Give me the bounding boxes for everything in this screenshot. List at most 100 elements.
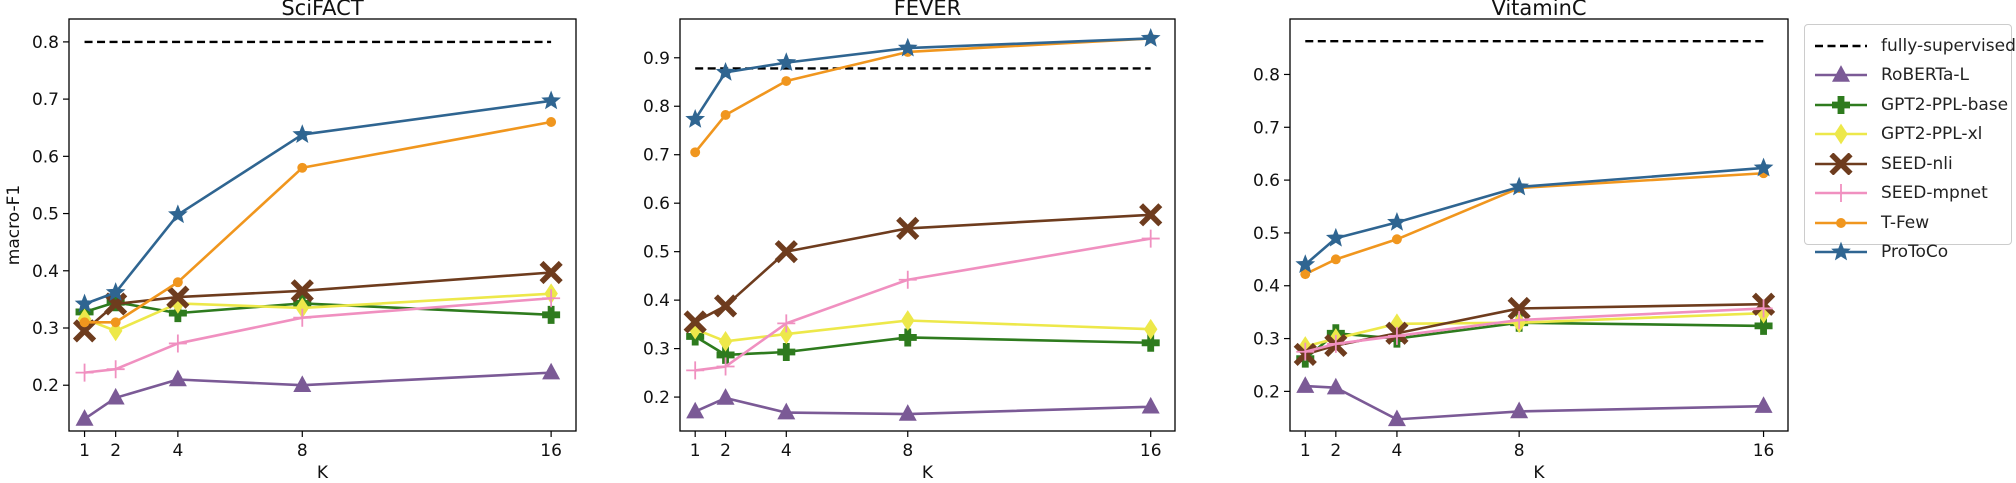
series-line — [1305, 386, 1763, 419]
data-point — [781, 76, 791, 86]
x-tick-label: 1 — [79, 441, 90, 461]
legend-marker — [1832, 65, 1850, 82]
x-tick-label: 4 — [172, 441, 183, 461]
legend-swatch — [1813, 35, 1869, 57]
data-point — [1144, 319, 1158, 340]
data-point — [1296, 376, 1314, 393]
data-point — [546, 117, 556, 127]
x-tick-label: 2 — [720, 441, 731, 461]
legend-entry: SEED-nli — [1813, 149, 2003, 179]
series-line — [695, 239, 1151, 371]
data-point — [173, 277, 183, 287]
y-tick-label: 0.8 — [32, 33, 59, 53]
x-axis-label: K — [1533, 463, 1545, 483]
data-point — [899, 271, 917, 289]
y-axis-label: macro-F1 — [4, 185, 24, 265]
y-tick-label: 0.2 — [643, 388, 670, 408]
data-point — [107, 360, 125, 378]
series-line — [85, 272, 552, 330]
data-point — [542, 363, 560, 380]
data-point — [169, 370, 187, 387]
legend-label: fully-supervised — [1881, 36, 2016, 56]
legend-label: RoBERTa-L — [1881, 65, 1969, 85]
y-tick-label: 0.6 — [1253, 171, 1280, 191]
data-point — [76, 364, 94, 382]
chart-panel: 1 2 4 8 16 0.2 0.3 0.4 0.5 0.6 0.7 0.8 VitaminC K — [1253, 0, 1788, 483]
x-tick-label: 16 — [540, 441, 562, 461]
data-point — [1510, 402, 1528, 419]
data-point — [719, 331, 733, 352]
y-tick-label: 0.3 — [643, 340, 670, 360]
x-tick-label: 2 — [1330, 441, 1341, 461]
axes-frame — [680, 19, 1175, 431]
data-point — [690, 147, 700, 157]
data-point — [721, 110, 731, 120]
data-point — [777, 314, 795, 332]
legend-swatch — [1813, 212, 1869, 234]
data-point — [76, 409, 94, 426]
y-tick-label: 0.6 — [32, 147, 59, 167]
y-tick-label: 0.5 — [1253, 224, 1280, 244]
data-point — [169, 334, 187, 352]
series-line — [1305, 173, 1763, 274]
y-tick-label: 0.3 — [1253, 330, 1280, 350]
data-point — [686, 361, 704, 379]
data-point — [541, 90, 561, 109]
y-tick-label: 0.4 — [643, 291, 670, 311]
series-line — [695, 215, 1151, 322]
data-point — [716, 62, 736, 81]
axes-frame — [1290, 19, 1788, 431]
data-point — [542, 289, 560, 307]
legend-label: GPT2-PPL-xl — [1881, 124, 1982, 144]
x-axis-label: K — [317, 463, 329, 483]
chart-title: VitaminC — [1491, 0, 1586, 20]
legend-swatch — [1813, 94, 1869, 116]
y-tick-label: 0.8 — [643, 97, 670, 117]
legend-swatch — [1813, 123, 1869, 145]
legend-entry: GPT2-PPL-xl — [1813, 120, 2003, 150]
series-line — [695, 38, 1151, 152]
legend-label: SEED-mpnet — [1881, 183, 1988, 203]
legend-entry: T-Few — [1813, 208, 2003, 238]
y-tick-label: 0.7 — [32, 90, 59, 110]
legend: fully-supervised RoBERTa-L GPT2-PPL-base… — [1804, 24, 2012, 245]
x-axis-label: K — [922, 463, 934, 483]
data-point — [718, 298, 733, 313]
data-point — [1392, 234, 1402, 244]
data-point — [685, 109, 705, 128]
legend-entry: SEED-mpnet — [1813, 179, 2003, 209]
legend-entry: fully-supervised — [1813, 31, 2003, 61]
y-tick-label: 0.2 — [1253, 382, 1280, 402]
legend-entry: ProToCo — [1813, 238, 2003, 268]
data-point — [1331, 254, 1341, 264]
legend-swatch — [1813, 64, 1869, 86]
x-tick-label: 8 — [1514, 441, 1525, 461]
chart-title: FEVER — [894, 0, 962, 20]
series-line — [695, 398, 1151, 414]
data-point — [717, 388, 735, 405]
legend-label: ProToCo — [1881, 242, 1948, 262]
y-tick-label: 0.6 — [643, 194, 670, 214]
chart-title: SciFACT — [281, 0, 364, 20]
series-line — [1305, 168, 1763, 265]
series-line — [85, 101, 552, 304]
x-tick-label: 2 — [110, 441, 121, 461]
legend-marker — [1836, 218, 1846, 228]
data-point — [901, 310, 915, 331]
data-point — [293, 309, 311, 327]
data-point — [111, 317, 121, 327]
y-tick-label: 0.8 — [1253, 65, 1280, 85]
data-point — [168, 204, 188, 223]
x-tick-label: 16 — [1140, 441, 1162, 461]
legend-label: SEED-nli — [1881, 154, 1953, 174]
y-tick-label: 0.9 — [643, 49, 670, 69]
legend-marker — [1831, 242, 1851, 261]
data-point — [777, 343, 795, 361]
y-tick-label: 0.4 — [1253, 277, 1280, 297]
x-tick-label: 1 — [1300, 441, 1311, 461]
y-tick-label: 0.7 — [643, 146, 670, 166]
data-point — [899, 404, 917, 421]
x-tick-label: 4 — [781, 441, 792, 461]
data-point — [297, 163, 307, 173]
